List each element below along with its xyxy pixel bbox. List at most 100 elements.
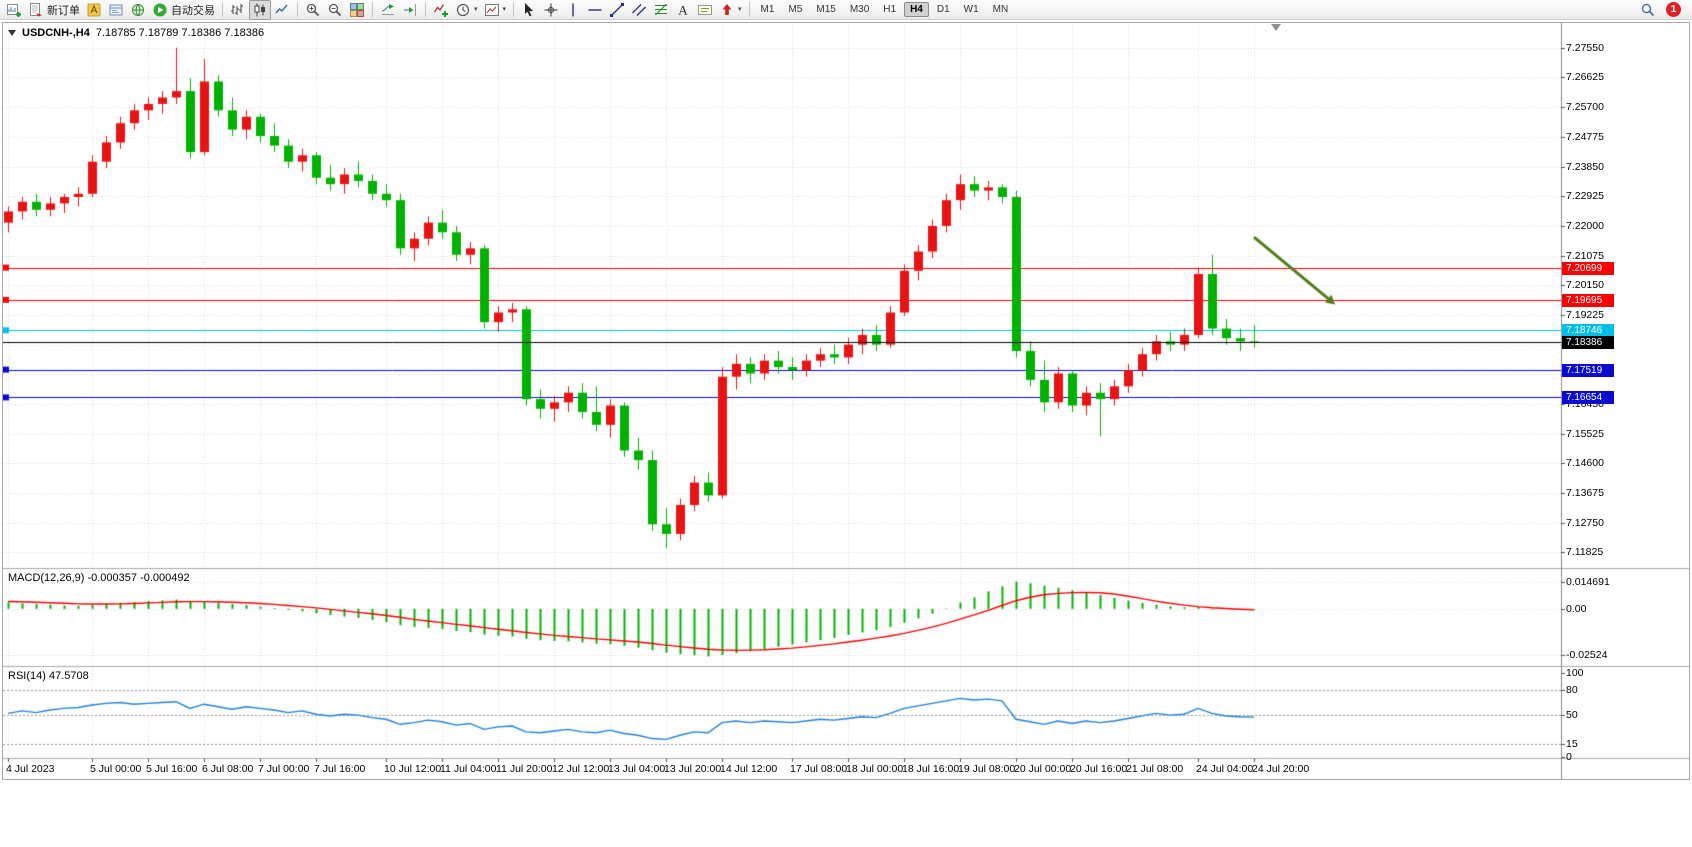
price-axis-label: 7.23850 (1566, 161, 1604, 173)
price-badge-7.18746: 7.18746 (1562, 324, 1614, 337)
cursor-button[interactable] (518, 0, 540, 20)
time-axis-label: 17 Jul 08:00 (790, 763, 848, 775)
zoom-in-button[interactable] (302, 0, 324, 20)
new-order-label: 新订单 (47, 4, 80, 17)
timeframe-mn[interactable]: MN (992, 4, 1009, 15)
new-chart-button[interactable] (3, 0, 25, 20)
trendline-button[interactable] (606, 0, 628, 20)
price-axis-label: 7.21075 (1566, 250, 1604, 262)
rsi-pane-label: RSI(14) 47.5708 (8, 670, 89, 682)
new-order-icon (30, 2, 42, 17)
equidistant-channel-button[interactable] (628, 0, 650, 20)
periods-button[interactable]: ▾ (452, 0, 481, 20)
line-chart-icon (275, 4, 288, 13)
time-axis-label: 21 Jul 08:00 (1126, 763, 1184, 775)
rsi-axis-label: 50 (1566, 709, 1578, 721)
timeframe-h1[interactable]: H1 (883, 4, 897, 15)
timeframe-m1[interactable]: M1 (760, 4, 775, 15)
autotrading-button[interactable]: 自动交易 (149, 0, 218, 20)
timeframe-w1[interactable]: W1 (963, 4, 979, 15)
toolbar-separator (372, 2, 373, 17)
toolbar-separator (425, 2, 426, 17)
indicators-icon (433, 3, 448, 17)
price-axis-label: 7.11825 (1566, 546, 1604, 558)
community-button[interactable] (127, 0, 149, 20)
price-axis-label: 7.26625 (1566, 71, 1604, 83)
timeframe-d1[interactable]: D1 (936, 4, 950, 15)
time-axis-label: 20 Jul 00:00 (1014, 763, 1072, 775)
time-axis-label: 5 Jul 00:00 (90, 763, 142, 775)
timeframe-h4[interactable]: H4 (904, 2, 929, 17)
auto-scroll-button[interactable] (377, 0, 399, 20)
time-axis-label: 5 Jul 16:00 (146, 763, 198, 775)
new-chart-icon (7, 3, 21, 17)
time-axis-label: 13 Jul 04:00 (608, 763, 666, 775)
time-axis-label: 11 Jul 20:00 (496, 763, 553, 775)
fibonacci-icon (655, 3, 668, 15)
chart-shift-icon (404, 3, 416, 16)
crosshair-icon (544, 3, 558, 16)
globe-icon (132, 3, 144, 16)
search-button[interactable] (1637, 0, 1659, 20)
time-axis-label: 24 Jul 04:00 (1196, 763, 1254, 775)
timeframe-m15[interactable]: M15 (816, 4, 836, 15)
price-axis-label: 7.24775 (1566, 131, 1604, 143)
indicators-button[interactable] (430, 0, 452, 20)
text-label-button[interactable] (694, 0, 716, 20)
one-click-trading-toggle-icon[interactable] (8, 30, 16, 36)
tile-windows-button[interactable] (346, 0, 368, 20)
horizontal-line-icon (588, 8, 602, 11)
text-button[interactable]: A (672, 0, 694, 20)
time-axis-label: 14 Jul 12:00 (720, 763, 778, 775)
time-axis-label: 20 Jul 16:00 (1070, 763, 1128, 775)
metaeditor-icon (87, 3, 101, 16)
vertical-line-icon (572, 3, 574, 16)
time-axis-label: 7 Jul 00:00 (258, 763, 310, 775)
chart-canvas[interactable] (3, 23, 1689, 779)
time-axis-label: 18 Jul 16:00 (902, 763, 960, 775)
zoom-out-button[interactable] (324, 0, 346, 20)
notifications-badge[interactable]: 1 (1666, 2, 1681, 17)
rsi-axis-label: 80 (1566, 684, 1578, 696)
crosshair-button[interactable] (540, 0, 562, 20)
timeframe-m5[interactable]: M5 (788, 4, 803, 15)
metaeditor-button[interactable] (83, 0, 105, 20)
time-axis-label: 13 Jul 20:00 (664, 763, 722, 775)
templates-icon (484, 3, 499, 16)
price-axis-label: 7.22000 (1566, 220, 1604, 232)
svg-text:A: A (678, 2, 688, 17)
text-icon: A (678, 2, 688, 17)
horizontal-line-button[interactable] (584, 0, 606, 20)
time-axis-label: 12 Jul 12:00 (552, 763, 610, 775)
templates-button[interactable]: ▾ (481, 0, 510, 20)
chart-shift-marker[interactable] (1271, 24, 1281, 31)
zoom-out-icon (328, 3, 342, 16)
new-order-button[interactable]: 新订单 (25, 0, 83, 20)
terminal-button[interactable] (105, 0, 127, 20)
price-badge-7.18386: 7.18386 (1562, 336, 1614, 349)
macd-axis-label: 0.014691 (1566, 576, 1610, 588)
time-axis-label: 11 Jul 04:00 (440, 763, 497, 775)
timeframe-m30[interactable]: M30 (849, 4, 870, 15)
dropdown-caret-icon: ▾ (474, 6, 478, 13)
candlestick-chart-button[interactable] (249, 0, 271, 20)
clock-icon (456, 3, 470, 16)
text-label-icon (698, 4, 713, 15)
toolbar-separator (513, 2, 515, 17)
bar-chart-button[interactable] (227, 0, 249, 20)
arrows-button[interactable]: ▾ (716, 0, 745, 20)
dropdown-caret-icon: ▾ (738, 6, 742, 13)
chart-shift-button[interactable] (399, 0, 421, 20)
tile-windows-icon (350, 2, 364, 17)
price-badge-7.16654: 7.16654 (1562, 391, 1614, 404)
channel-icon (632, 3, 646, 16)
arrow-tool-icon (722, 3, 732, 15)
price-axis-label: 7.13675 (1566, 487, 1604, 499)
fibonacci-retracement-button[interactable] (650, 0, 672, 20)
notification-count: 1 (1670, 4, 1677, 15)
vertical-line-button[interactable] (562, 0, 584, 20)
rsi-axis-label: 100 (1566, 667, 1584, 679)
trendline-icon (610, 2, 625, 17)
line-chart-button[interactable] (271, 0, 293, 20)
search-icon (1641, 3, 1655, 16)
